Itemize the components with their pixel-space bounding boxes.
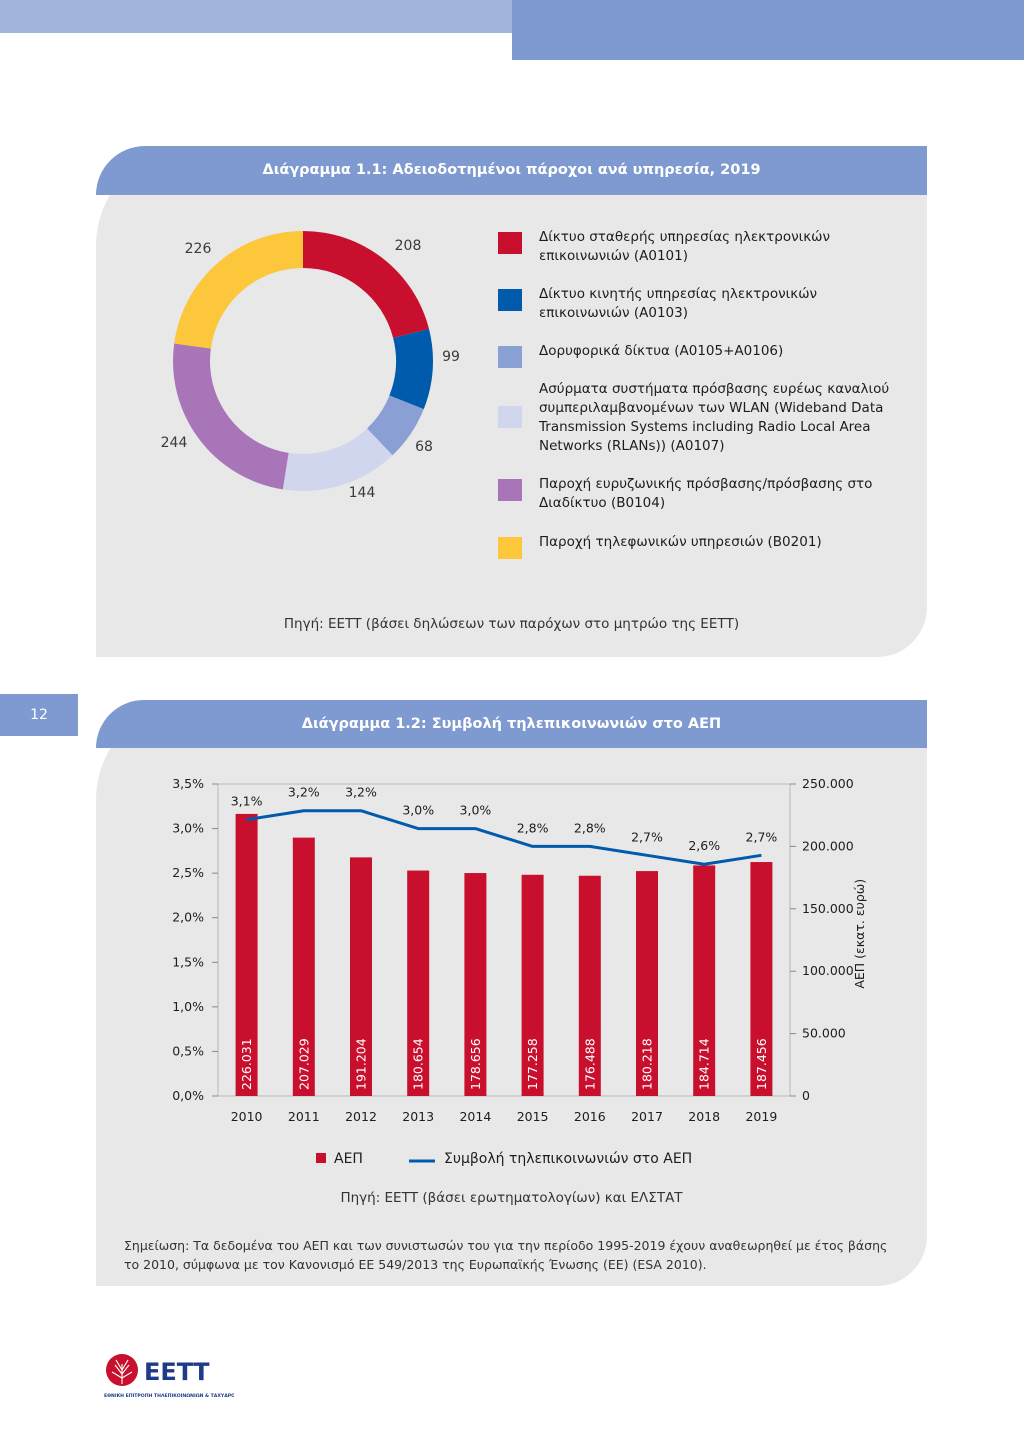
legend-swatch (498, 289, 522, 311)
telecom-share-value-label: 3,2% (288, 785, 320, 800)
x-axis-tick-label: 2017 (631, 1109, 663, 1124)
gdp-bar (350, 857, 372, 1096)
gdp-bar (292, 837, 315, 1096)
legend-label: Δίκτυο σταθερής υπηρεσίας ηλεκτρονικών ε… (539, 229, 830, 264)
chart-source-1: Πηγή: ΕΕΤΤ (βάσει δηλώσεων των παρόχων σ… (283, 616, 740, 632)
chart-title-2: Διάγραμμα 1.2: Συμβολή τηλεπικοινωνιών σ… (96, 700, 927, 748)
right-axis-tick-label: 250.000 (802, 776, 854, 791)
donut-slice (174, 231, 303, 349)
gdp-bar-value-label: 177.258 (525, 1038, 540, 1090)
legend-swatch-bar (316, 1153, 326, 1163)
telecom-share-value-label: 2,8% (517, 820, 549, 835)
gdp-bar (750, 862, 773, 1096)
x-axis-tick-label: 2019 (745, 1109, 777, 1124)
legend-label: Παροχή ευρυζωνικής πρόσβασης/πρόσβασης σ… (539, 476, 873, 511)
legend-label-line: Συμβολή τηλεπικοινωνιών στο ΑΕΠ (444, 1151, 692, 1167)
gdp-bar-value-label: 226.031 (239, 1038, 254, 1090)
gdp-bar (521, 874, 544, 1096)
telecom-share-value-label: 3,2% (345, 785, 377, 800)
chart-panel-1 (96, 146, 927, 657)
combo-chart: 0,0% 0,5% 1,0% 1,5% 2,0% 2,5% 3,0% 3,5% 0 50.000 1… (172, 776, 867, 1167)
gdp-bar (407, 870, 430, 1096)
slice-value-label: 99 (442, 349, 460, 365)
left-axis-tick-label: 2,5% (172, 865, 204, 880)
svg-text:ΕΕΤΤ: ΕΕΤΤ (144, 1358, 210, 1386)
legend-swatch (498, 346, 522, 368)
right-axis-tick-label: 200.000 (802, 838, 854, 853)
top-band-dark (512, 0, 1024, 60)
left-axis-tick-label: 0,5% (172, 1043, 204, 1058)
telecom-share-value-label: 2,7% (746, 829, 778, 844)
donut-chart: 208 99 68 144 244 226 (161, 231, 460, 501)
slice-value-label: 208 (395, 238, 422, 254)
gdp-bar-value-label: 178.656 (468, 1038, 483, 1090)
slice-value-label: 244 (161, 435, 188, 451)
x-axis-tick-label: 2011 (288, 1109, 320, 1124)
legend-swatch (498, 479, 522, 501)
legend-label: Ασύρματα συστήματα πρόσβασης ευρέως κανα… (539, 381, 890, 454)
x-axis-tick-label: 2010 (231, 1109, 263, 1124)
eett-logo: ΕΕΤΤ ΕΘΝΙΚΗ ΕΠΙΤΡΟΠΗ ΤΗΛΕΠΙΚΟΙΝΩΝΙΩΝ & Τ… (104, 1354, 234, 1399)
page-number: 12 (0, 694, 78, 736)
right-axis-label: ΑΕΠ (εκατ. ευρώ) (852, 879, 867, 989)
gdp-bar-value-label: 180.654 (411, 1038, 426, 1090)
legend-swatch (498, 406, 522, 428)
chart-panel-2 (96, 700, 927, 1286)
gdp-bar (636, 871, 658, 1096)
left-axis-tick-label: 1,5% (172, 954, 204, 969)
donut-slice (367, 395, 424, 456)
gdp-bar (578, 875, 601, 1096)
left-axis-tick-label: 0,0% (172, 1088, 204, 1103)
gdp-bar-value-label: 187.456 (754, 1038, 769, 1090)
gdp-bar-value-label: 191.204 (354, 1038, 369, 1090)
legend-label: Παροχή τηλεφωνικών υπηρεσιών (Β0201) (539, 534, 822, 550)
svg-text:ΕΘΝΙΚΗ ΕΠΙΤΡΟΠΗ ΤΗΛΕΠΙΚΟΙΝΩΝΙΩ: ΕΘΝΙΚΗ ΕΠΙΤΡΟΠΗ ΤΗΛΕΠΙΚΟΙΝΩΝΙΩΝ & ΤΑΧΥΔΡ… (104, 1393, 234, 1399)
x-axis-tick-label: 2014 (459, 1109, 491, 1124)
legend-label: Δορυφορικά δίκτυα (Α0105+Α0106) (539, 343, 784, 359)
telecom-share-value-label: 3,1% (231, 794, 263, 809)
telecom-share-value-label: 2,6% (688, 838, 720, 853)
right-axis-tick-label: 50.000 (802, 1026, 846, 1041)
x-axis-tick-label: 2012 (345, 1109, 377, 1124)
telecom-share-value-label: 2,7% (631, 829, 663, 844)
gdp-bar (235, 813, 258, 1096)
legend-swatch (498, 537, 522, 559)
slice-value-label: 68 (415, 439, 433, 455)
chart-note: Σημείωση: Τα δεδομένα του ΑΕΠ και των συ… (124, 1238, 888, 1272)
left-axis-tick-label: 1,0% (172, 999, 204, 1014)
gdp-bar-value-label: 180.218 (640, 1038, 655, 1090)
left-axis-tick-label: 2,0% (172, 910, 204, 925)
right-axis-tick-label: 150.000 (802, 901, 854, 916)
x-axis-tick-label: 2016 (574, 1109, 606, 1124)
donut-slice (389, 328, 434, 410)
telecom-share-value-label: 3,0% (460, 803, 492, 818)
top-band-light (0, 0, 512, 33)
gdp-bar-value-label: 184.714 (697, 1038, 712, 1090)
gdp-bar-value-label: 207.029 (296, 1038, 311, 1090)
slice-value-label: 226 (185, 241, 212, 257)
x-axis-tick-label: 2015 (517, 1109, 549, 1124)
slice-value-label: 144 (349, 485, 376, 501)
telecom-share-value-label: 3,0% (402, 803, 434, 818)
right-axis-tick-label: 100.000 (802, 963, 854, 978)
telecom-share-value-label: 2,8% (574, 820, 606, 835)
gdp-bar (464, 873, 487, 1096)
chart-source-2: Πηγή: ΕΕΤΤ (βάσει ερωτηματολογίων) και Ε… (340, 1190, 683, 1206)
donut-slice (303, 231, 429, 339)
gdp-bar (693, 865, 716, 1096)
chart-title-1: Διάγραμμα 1.1: Αδειοδοτημένοι πάροχοι αν… (96, 146, 927, 195)
gdp-bar-value-label: 176.488 (582, 1038, 597, 1090)
telecom-share-line (246, 809, 762, 866)
donut-slice (172, 343, 289, 490)
left-axis-tick-label: 3,0% (172, 821, 204, 836)
x-axis-tick-label: 2013 (402, 1109, 434, 1124)
left-axis-tick-label: 3,5% (172, 776, 204, 791)
legend-label-bar: ΑΕΠ (334, 1151, 363, 1167)
right-axis-tick-label: 0 (802, 1088, 810, 1103)
legend-swatch (498, 232, 522, 254)
x-axis-tick-label: 2018 (688, 1109, 720, 1124)
legend-label: Δίκτυο κινητής υπηρεσίας ηλεκτρονικών επ… (539, 286, 818, 321)
donut-slice (282, 428, 393, 492)
plot-frame (217, 783, 791, 1097)
